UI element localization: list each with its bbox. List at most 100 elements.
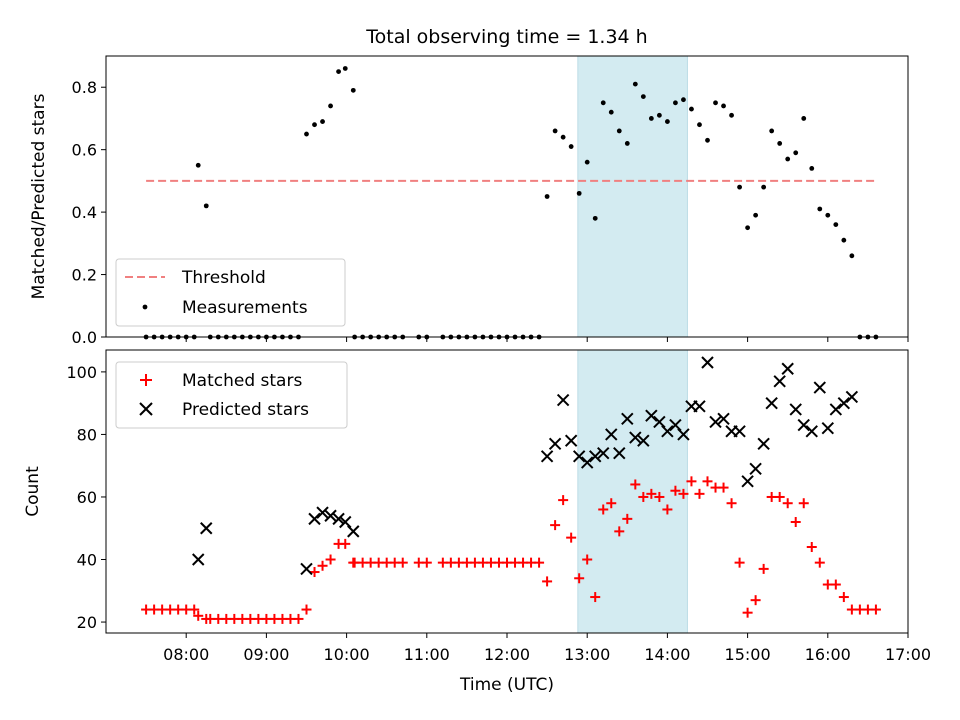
bottom-panel: 20 40 60 80 100 08:00 09:00 10:00 11:00 12:00 13:… [23, 349, 931, 695]
matched-star-point [742, 607, 753, 618]
matched-star-point [397, 557, 408, 568]
y-tick-label: 80 [77, 425, 97, 444]
predicted-star-point [540, 450, 554, 463]
matched-star-point [421, 557, 432, 568]
measurement-point [350, 87, 356, 93]
matched-star-point [750, 595, 761, 606]
measurement-point [809, 166, 815, 171]
measurement-point [336, 69, 341, 75]
x-tick-label: 11:00 [404, 645, 450, 664]
predicted-star-point [661, 425, 674, 438]
predicted-star-point [693, 400, 706, 413]
x-axis-label: Time (UTC) [459, 675, 554, 695]
measurement-point [600, 100, 606, 106]
predicted-star-point [733, 425, 746, 438]
matched-star-point [758, 563, 769, 574]
measurement-point [544, 194, 550, 199]
matched-star-point [614, 526, 625, 537]
measurement-point [560, 134, 566, 140]
measurement-point [729, 112, 734, 118]
matched-star-point [870, 604, 881, 615]
top-y-ticks: 0.0 0.2 0.4 0.6 0.8 [72, 78, 106, 347]
matched-star-point [574, 573, 585, 584]
measurement-point [841, 237, 847, 243]
x-tick-label: 14:00 [644, 645, 690, 664]
measurement-point [761, 184, 767, 190]
predicted-star-point [324, 509, 337, 522]
matched-star-point [550, 520, 561, 531]
measurement-point [304, 131, 309, 137]
measurement-point [328, 103, 333, 109]
y-tick-label: 0.4 [72, 203, 97, 222]
measurement-point [320, 119, 325, 124]
y-tick-label: 0.8 [72, 78, 97, 97]
matched-star-point [798, 498, 809, 509]
y-tick-label: 0.6 [72, 141, 97, 160]
figure-title: Total observing time = 1.34 h [365, 26, 647, 48]
matched-star-point [806, 542, 817, 553]
measurement-point [195, 162, 201, 168]
predicted-star-point [192, 553, 205, 566]
measurement-point [342, 66, 348, 71]
predicted-star-point [741, 475, 754, 488]
y-tick-label: 100 [66, 363, 97, 382]
matched-star-point [638, 491, 649, 502]
matched-star-point [606, 498, 617, 509]
predicted-star-point [300, 562, 313, 576]
predicted-star-point [749, 462, 762, 476]
measurement-point [705, 137, 710, 143]
measurement-point [576, 190, 582, 196]
predicted-star-point [621, 412, 634, 426]
measurement-point [753, 212, 759, 218]
measurement-point [833, 222, 839, 228]
predicted-star-point [837, 396, 851, 410]
top-panel: 0.00.20.40.60.8 Matched/Predicted stars … [29, 55, 909, 347]
measurement-point [584, 159, 590, 165]
threshold-legend-label: Threshold [181, 268, 266, 288]
measurement-point [648, 116, 654, 121]
predicted-star-point [773, 375, 786, 388]
top-legend-box [115, 258, 346, 327]
measurement-point [632, 81, 638, 87]
measurements-legend-label: Measurements [182, 298, 308, 318]
measurement-point [681, 97, 686, 103]
predicted-star-point [332, 512, 345, 526]
measurement-point [640, 94, 646, 99]
measurement-point [785, 156, 791, 162]
matched-star-point [774, 491, 785, 502]
predicted-star-point [813, 381, 826, 394]
measurement-point [721, 103, 726, 109]
matched-legend-swatch [140, 374, 152, 386]
top-y-axis-label: Matched/Predicted stars [29, 93, 49, 299]
x-tick-label: 08:00 [163, 645, 209, 664]
predicted-star-point [677, 428, 690, 441]
measurement-point [665, 119, 670, 124]
matched-star-point [340, 538, 351, 549]
measurement-point [673, 100, 678, 106]
matched-star-point [678, 488, 689, 499]
predicted-star-point [564, 434, 578, 447]
predicted-star-point [845, 390, 859, 404]
predicted-legend-label: Predicted stars [182, 400, 309, 420]
measurement-point [737, 184, 742, 190]
matched-star-point [838, 592, 849, 603]
x-tick-label: 09:00 [243, 645, 289, 664]
matched-star-point [782, 498, 793, 509]
matched-star-point [830, 579, 841, 590]
measurement-point [312, 122, 317, 128]
predicted-star-point [580, 456, 594, 469]
measurement-point [849, 253, 855, 259]
predicted-star-point [629, 431, 642, 444]
predicted-star-points [192, 356, 859, 576]
measurement-point [203, 203, 209, 209]
matched-star-point [654, 491, 665, 502]
x-tick-label: 15:00 [725, 645, 771, 664]
matched-star-point [718, 482, 729, 493]
x-tick-label: 13:00 [564, 645, 610, 664]
measurement-point [568, 144, 574, 149]
measurement-point [769, 128, 775, 134]
matched-star-point [814, 557, 825, 568]
measurement-point [592, 215, 598, 221]
